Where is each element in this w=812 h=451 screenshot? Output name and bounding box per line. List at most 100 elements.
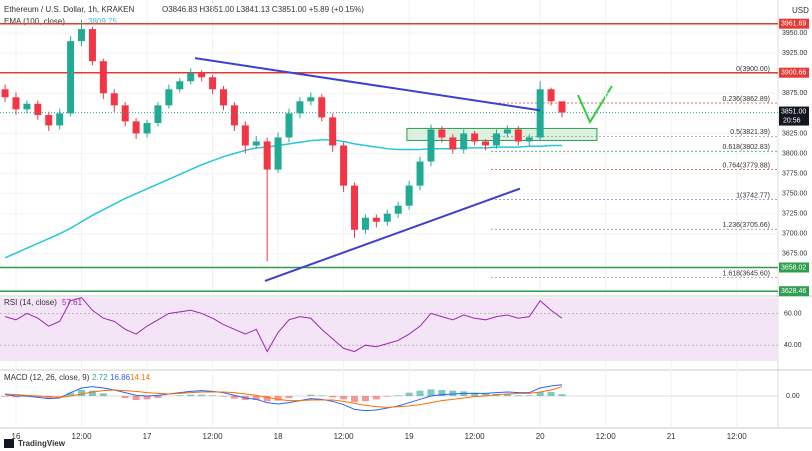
macd-value: 16.86 [110,373,131,382]
zone [406,127,598,141]
candle-body [525,137,533,142]
logo [4,439,14,448]
macd-histogram-bar [558,394,566,396]
candle-body [241,125,249,146]
candle-body [198,73,206,78]
y-tick-label: 3875.00 [782,90,807,97]
macd-tick-label: 0.00 [786,393,800,400]
candle-body [154,105,162,123]
macd-histogram-bar [219,396,227,397]
macd-histogram-bar [351,396,359,402]
candle-body [536,89,544,138]
macd-histogram-bar [536,392,544,396]
y-tick-label: 3775.00 [782,170,807,177]
macd-histogram-bar [514,395,522,396]
macd-histogram-bar [274,396,282,401]
macd-value: 14.14 [130,373,151,382]
level-tag [779,67,809,78]
candle-body [329,117,337,146]
candle-body [23,103,31,110]
x-tick-label: 12:00 [465,432,486,441]
macd-histogram-bar [427,389,435,396]
candle-body [121,105,129,122]
candle-body [110,93,118,106]
candle-body [88,29,96,62]
candle-body [187,73,195,82]
candle-body [372,217,380,222]
macd-histogram-bar [416,390,424,396]
ema-label: EMA (100, close) [4,17,65,26]
level-label: 3900.66 [781,70,806,77]
fib-label: 0.236(3862.89) [723,96,770,103]
x-tick-label: 12:00 [72,432,93,441]
macd-histogram-bar [340,396,348,400]
rsi-line [4,297,563,353]
candle-body [438,129,446,138]
macd-histogram-bar [56,396,64,397]
candle-body [34,103,42,115]
fib-label: 0.764(3779.88) [723,163,770,170]
x-tick-label: 16 [12,432,21,441]
brand: TradingView [18,439,66,448]
ema-value: 3809.75 [88,17,117,26]
macd-histogram-bar [121,396,129,398]
x-tick-label: 19 [405,432,414,441]
macd-histogram-bar [78,390,86,396]
candle-body [219,89,227,106]
x-tick-label: 20 [536,432,545,441]
candle-body [67,41,75,114]
macd-histogram-bar [525,395,533,396]
candle-body [143,122,151,134]
macd-histogram-bar [143,396,151,400]
candle-body [416,161,424,186]
trendline [194,57,541,112]
candle-body [503,129,511,134]
macd-histogram-bar [285,396,293,398]
ohlc: O3846.83 H3851.00 L3841.13 C3851.00 +5.8… [162,5,364,14]
level-label: 3628.46 [781,288,806,295]
ema-line [4,139,563,259]
rsi-tick-label: 60.00 [784,310,802,317]
macd-histogram-bar [88,390,96,396]
candle-body [1,89,9,98]
candle-body [318,97,326,118]
candle-body [296,101,304,114]
candle-body [165,89,173,106]
fib-label: 0.618(3802.83) [723,144,770,151]
x-tick-label: 12:00 [334,432,355,441]
last-price-label: 3851.00 [781,108,806,115]
x-tick-label: 12:00 [596,432,617,441]
macd-histogram-bar [1,396,9,397]
candle-body [547,89,555,102]
symbol: Ethereum / U.S. Dollar, 1h, KRAKEN [4,5,134,14]
fib-label: 0(3900.00) [736,66,770,73]
macd-histogram-bar [372,396,380,400]
candle-body [492,133,500,146]
candle-body [405,185,413,206]
fib-label: 1(3742.77) [736,192,770,199]
rsi-band [0,297,778,362]
candle-body [361,217,369,230]
candle-body [56,113,64,126]
macd-histogram-bar [394,395,402,396]
rsi-tick-label: 40.00 [784,342,802,349]
macd-histogram-bar [67,392,75,396]
candle-body [460,133,468,150]
macd-histogram-bar [482,393,490,396]
candle-body [209,77,217,90]
y-tick-label: 3675.00 [782,251,807,258]
y-tick-label: 3725.00 [782,211,807,218]
x-tick-label: 21 [667,432,676,441]
level-tag [779,286,809,297]
candle-body [482,141,490,146]
candle-body [471,133,479,142]
rsi-value: 57.61 [62,298,83,307]
macd-histogram-bar [198,394,206,396]
macd-histogram-bar [329,396,337,398]
candle-body [99,61,107,94]
rsi-name: RSI (14, close) [4,298,57,307]
candle-body [132,121,140,134]
macd-histogram-bar [449,390,457,396]
macd-histogram-bar [154,396,162,398]
